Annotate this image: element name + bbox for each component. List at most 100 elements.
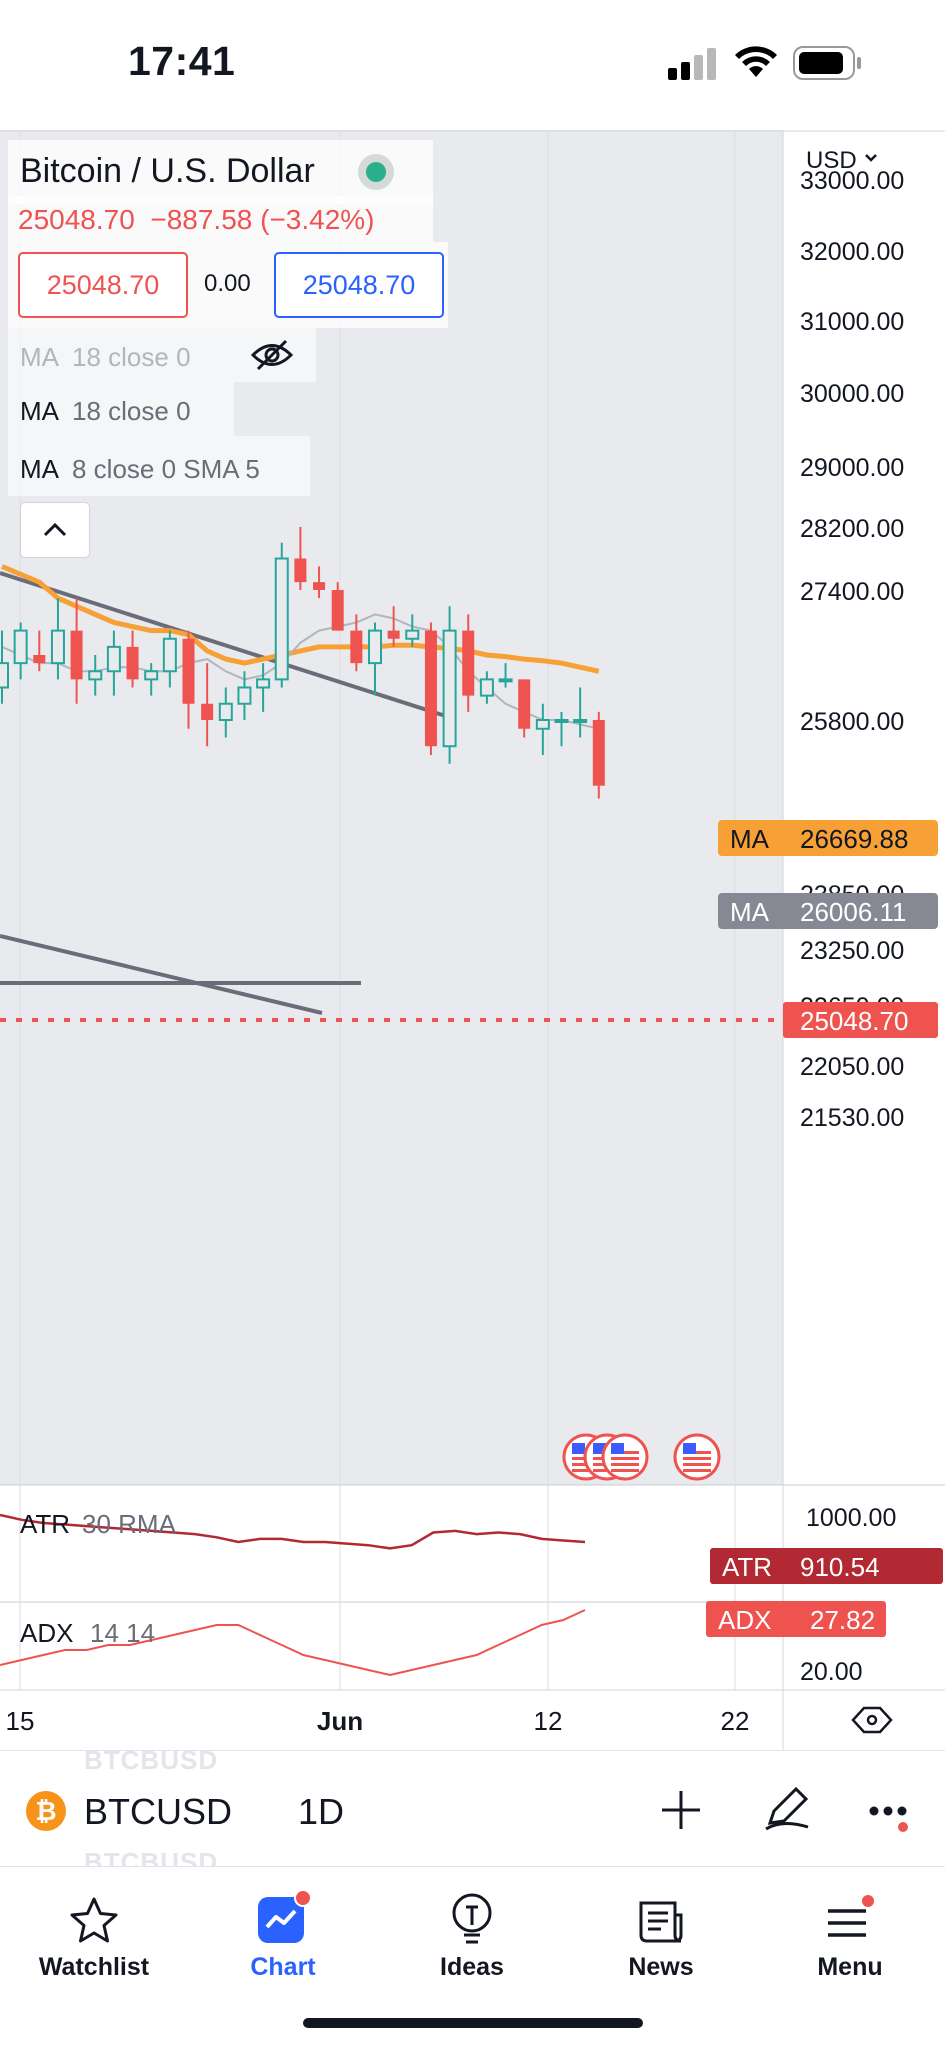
trend-line-lower[interactable] — [0, 934, 323, 1015]
us-flag-icon[interactable] — [601, 1433, 649, 1481]
atr-line — [0, 1513, 586, 1550]
chart-settings-icon[interactable] — [851, 1706, 893, 1734]
plus-icon[interactable] — [660, 1789, 702, 1831]
collapse-legend-button[interactable] — [20, 502, 90, 558]
candle — [535, 703, 550, 755]
trend-line-upper[interactable] — [0, 571, 456, 721]
ma-18-line — [1, 564, 600, 674]
chart-area[interactable]: 33000.00 32000.00 31000.00 30000.00 29000.00… — [0, 130, 945, 1750]
adx-tag-value: 27.82 — [810, 1605, 875, 1635]
candle — [442, 606, 457, 764]
candle — [368, 622, 382, 696]
candle — [350, 614, 363, 672]
candle — [0, 630, 9, 704]
indicator-row-2[interactable]: MA 18 close 0 — [8, 382, 234, 436]
atr-axis-top: 1000.00 — [806, 1504, 896, 1532]
tab-news[interactable]: News — [581, 1885, 741, 1982]
candle — [554, 711, 569, 747]
candle — [294, 527, 307, 590]
candle — [498, 663, 513, 688]
price-axis-label: 33000.00 — [800, 167, 904, 195]
atr-tag — [710, 1548, 943, 1584]
quote-row: 25048.70 0.00 25048.70 — [8, 242, 448, 328]
candle — [573, 687, 588, 738]
interval-button[interactable]: 1D — [298, 1791, 345, 1832]
tab-ideas[interactable]: Ideas — [392, 1885, 552, 1982]
candle — [462, 614, 475, 712]
adx-tag — [706, 1601, 886, 1637]
tab-menu[interactable]: Menu — [770, 1885, 930, 1982]
candle — [162, 630, 177, 688]
lightbulb-icon — [452, 1893, 492, 1944]
price-change-row: 25048.70 −887.58 (−3.42%) — [8, 196, 433, 242]
indicator-3-params: 8 close 0 SMA 5 — [72, 454, 260, 484]
price-axis-label: 30000.00 — [800, 380, 904, 408]
adx-tag-label: ADX — [718, 1605, 771, 1635]
candle — [237, 671, 252, 720]
ma2-tag-label: MA — [730, 897, 770, 927]
ghost-symbol-top: BTCBUSD — [84, 1745, 219, 1775]
time-axis-label: Jun — [317, 1706, 363, 1736]
symbol-toolbar: BTCBUSD BTCBUSD ₿ BTCUSD 1D — [0, 1745, 945, 1877]
indicator-1-params: 18 close 0 — [72, 342, 191, 372]
indicator-3-name: MA — [20, 454, 59, 484]
time-axis-label: 22 — [721, 1706, 750, 1736]
ma1-tag-value: 26669.88 — [800, 824, 908, 854]
currency-label[interactable]: USD — [806, 147, 857, 174]
price-axis-label: 23250.00 — [800, 937, 904, 965]
sell-button[interactable]: 25048.70 — [18, 252, 188, 318]
candle — [106, 630, 121, 696]
candle — [518, 679, 531, 738]
adx-axis-bottom: 20.00 — [800, 1658, 863, 1686]
adx-title: ADX — [20, 1618, 73, 1648]
eye-hidden-icon[interactable] — [250, 338, 294, 372]
price-change: 25048.70 −887.58 (−3.42%) — [18, 204, 375, 235]
us-flag-icon[interactable] — [673, 1433, 721, 1481]
tab-chart-label: Chart — [250, 1953, 316, 1981]
tab-watchlist-label: Watchlist — [38, 1953, 150, 1981]
candle — [479, 671, 494, 704]
adx-line — [0, 1609, 586, 1677]
ma2-tag-value: 26006.11 — [800, 897, 907, 927]
indicator-2-params: 18 close 0 — [72, 396, 191, 426]
candle — [201, 663, 214, 747]
tab-chart[interactable]: Chart — [203, 1885, 363, 1982]
candle — [70, 598, 83, 704]
tab-news-label: News — [628, 1953, 694, 1981]
chevron-down-icon — [865, 154, 877, 162]
time-axis-label: 15 — [6, 1706, 35, 1736]
price-axis-label: 29000.00 — [800, 454, 904, 482]
status-bar: 17:41 — [0, 0, 945, 130]
cellular-signal-icon — [668, 48, 716, 80]
star-icon — [70, 1897, 118, 1943]
candles-group — [0, 527, 605, 799]
hamburger-icon — [828, 1893, 876, 1937]
tab-watchlist[interactable]: Watchlist — [14, 1885, 174, 1982]
spread-value: 0.00 — [204, 270, 251, 297]
indicator-row-1[interactable]: MA 18 close 0 — [8, 328, 316, 382]
candle — [88, 655, 103, 696]
price-axis-label: 22050.00 — [800, 1053, 904, 1081]
indicator-row-3[interactable]: MA 8 close 0 SMA 5 — [8, 436, 310, 496]
candle — [218, 687, 233, 738]
candle — [387, 606, 400, 647]
price-axis-label: 31000.00 — [800, 308, 904, 336]
more-options-icon[interactable] — [868, 1803, 918, 1833]
symbol-title: Bitcoin / U.S. Dollar — [20, 152, 315, 190]
candle — [126, 630, 139, 688]
ma-8-line — [1, 613, 600, 730]
candle — [33, 630, 46, 672]
candle — [50, 598, 65, 680]
wifi-icon — [735, 46, 777, 77]
symbol-title-row[interactable]: Bitcoin / U.S. Dollar — [8, 140, 433, 204]
us-event-flags[interactable] — [562, 1433, 721, 1481]
candle — [144, 663, 159, 696]
time-axis[interactable]: 15 Jun 12 22 — [6, 1706, 750, 1736]
price-axis-label: 25800.00 — [800, 708, 904, 736]
buy-button[interactable]: 25048.70 — [274, 252, 444, 318]
atr-tag-label: ATR — [722, 1552, 772, 1582]
symbol-button[interactable]: BTCUSD — [84, 1791, 233, 1832]
drawing-pen-icon[interactable] — [762, 1783, 812, 1833]
atr-params: 30 RMA — [82, 1509, 177, 1539]
bitcoin-logo-icon: ₿ — [26, 1791, 66, 1831]
